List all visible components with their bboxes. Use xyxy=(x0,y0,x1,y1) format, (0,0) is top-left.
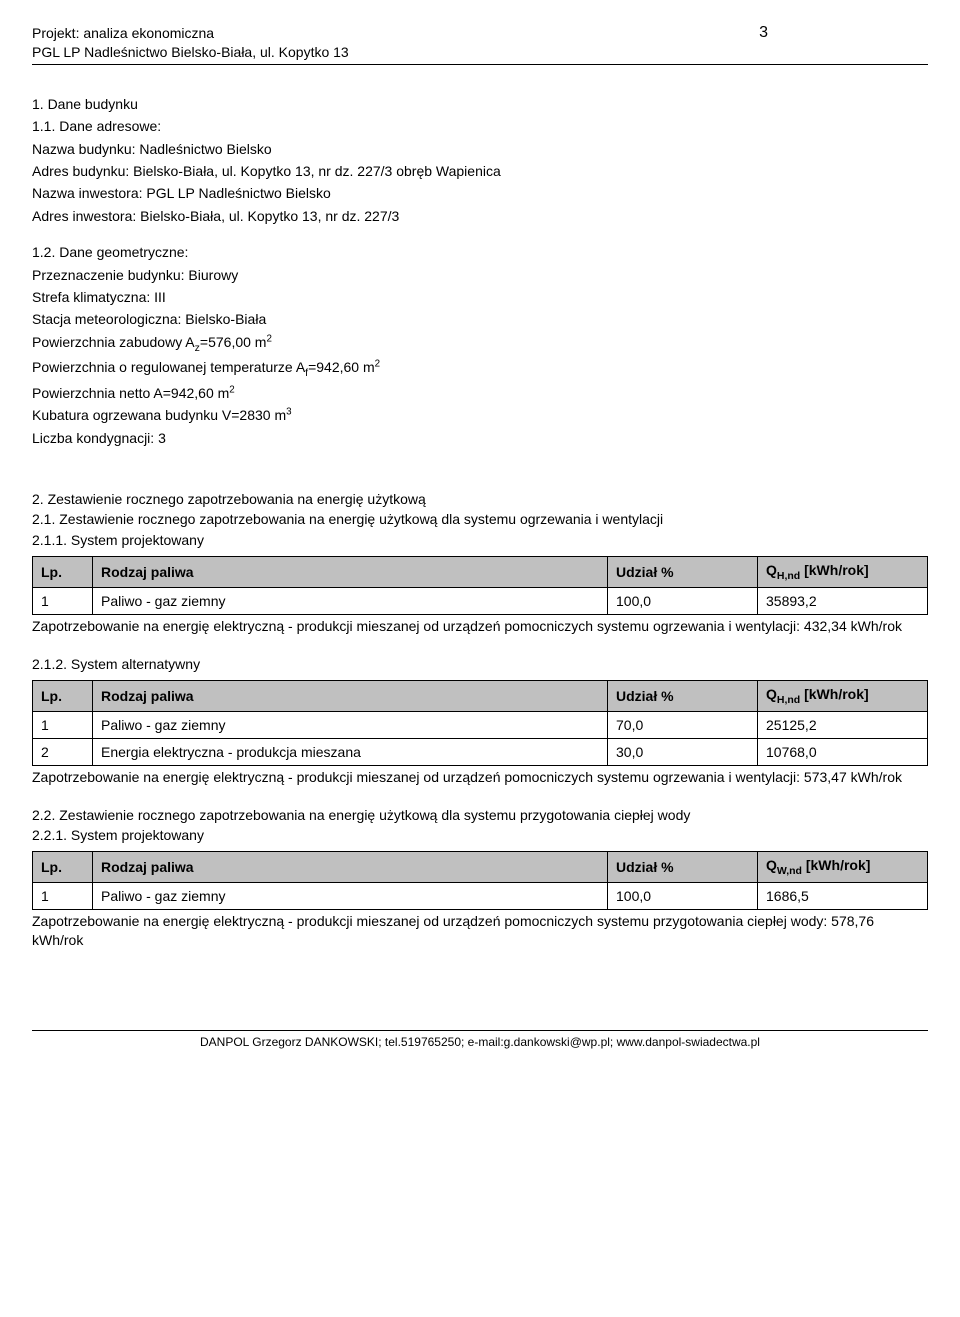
footer-text: DANPOL Grzegorz DANKOWSKI; tel.519765250… xyxy=(32,1035,928,1049)
cell-q: 25125,2 xyxy=(758,711,928,738)
cell-share: 100,0 xyxy=(608,883,758,910)
section-2: 2. Zestawienie rocznego zapotrzebowania … xyxy=(32,489,928,950)
geo6-text: Powierzchnia netto A=942,60 m xyxy=(32,385,229,401)
heading-1-2: 1.2. Dane geometryczne: xyxy=(32,241,928,263)
col-fuel: Rodzaj paliwa xyxy=(93,852,608,883)
geo-volume: Kubatura ogrzewana budynku V=2830 m3 xyxy=(32,404,928,426)
q-sub: H,nd xyxy=(777,694,800,706)
geo7-sup: 3 xyxy=(286,407,291,418)
page-footer: DANPOL Grzegorz DANKOWSKI; tel.519765250… xyxy=(32,1030,928,1049)
investor-name: Nazwa inwestora: PGL LP Nadleśnictwo Bie… xyxy=(32,182,928,204)
geo6-sup: 2 xyxy=(229,384,234,395)
col-share: Udział % xyxy=(608,680,758,711)
geo4-post: =576,00 m xyxy=(200,334,267,350)
geo4-sup: 2 xyxy=(266,333,271,344)
heading-1: 1. Dane budynku xyxy=(32,93,928,115)
cell-fuel: Paliwo - gaz ziemny xyxy=(93,587,608,614)
table-221: Lp. Rodzaj paliwa Udział % QW,nd [kWh/ro… xyxy=(32,851,928,910)
investor-address: Adres inwestora: Bielsko-Biała, ul. Kopy… xyxy=(32,205,928,227)
cell-fuel: Paliwo - gaz ziemny xyxy=(93,711,608,738)
col-lp: Lp. xyxy=(33,556,93,587)
geo-area-z: Powierzchnia zabudowy Az=576,00 m2 xyxy=(32,331,928,357)
cell-lp: 1 xyxy=(33,711,93,738)
page-header: Projekt: analiza ekonomiczna PGL LP Nadl… xyxy=(32,24,928,62)
q-unit: [kWh/rok] xyxy=(802,857,870,873)
table-211: Lp. Rodzaj paliwa Udział % QH,nd [kWh/ro… xyxy=(32,556,928,615)
geo-purpose: Przeznaczenie budynku: Biurowy xyxy=(32,264,928,286)
table-212: Lp. Rodzaj paliwa Udział % QH,nd [kWh/ro… xyxy=(32,680,928,766)
table-header-row: Lp. Rodzaj paliwa Udział % QW,nd [kWh/ro… xyxy=(33,852,928,883)
q-sub: H,nd xyxy=(777,570,800,582)
geo-climate: Strefa klimatyczna: III xyxy=(32,286,928,308)
cell-share: 70,0 xyxy=(608,711,758,738)
table-header-row: Lp. Rodzaj paliwa Udział % QH,nd [kWh/ro… xyxy=(33,680,928,711)
cell-q: 35893,2 xyxy=(758,587,928,614)
geo-floors: Liczba kondygnacji: 3 xyxy=(32,427,928,449)
qw-sub: W,nd xyxy=(777,865,802,877)
cell-lp: 2 xyxy=(33,738,93,765)
geo5-sup: 2 xyxy=(375,359,380,370)
geo5-pre: Powierzchnia o regulowanej temperaturze … xyxy=(32,359,305,375)
header-rule xyxy=(32,64,928,65)
cell-q: 10768,0 xyxy=(758,738,928,765)
q-pre: Q xyxy=(766,562,777,578)
heading-2-2-1: 2.2.1. System projektowany xyxy=(32,825,928,845)
building-name: Nazwa budynku: Nadleśnictwo Bielsko xyxy=(32,138,928,160)
heading-1-1: 1.1. Dane adresowe: xyxy=(32,115,928,137)
q-pre: Q xyxy=(766,857,777,873)
q-pre: Q xyxy=(766,686,777,702)
table-row: 1 Paliwo - gaz ziemny 100,0 1686,5 xyxy=(33,883,928,910)
section-1: 1. Dane budynku 1.1. Dane adresowe: Nazw… xyxy=(32,93,928,449)
cell-fuel: Paliwo - gaz ziemny xyxy=(93,883,608,910)
heading-2-1-2: 2.1.2. System alternatywny xyxy=(32,654,928,674)
heading-2-2: 2.2. Zestawienie rocznego zapotrzebowani… xyxy=(32,805,928,825)
cell-share: 30,0 xyxy=(608,738,758,765)
heading-2: 2. Zestawienie rocznego zapotrzebowania … xyxy=(32,489,928,509)
col-lp: Lp. xyxy=(33,680,93,711)
geo5-post: =942,60 m xyxy=(308,359,375,375)
header-line-2: PGL LP Nadleśnictwo Bielsko-Biała, ul. K… xyxy=(32,43,759,62)
note-211: Zapotrzebowanie na energię elektryczną -… xyxy=(32,617,928,636)
col-fuel: Rodzaj paliwa xyxy=(93,556,608,587)
col-share: Udział % xyxy=(608,852,758,883)
geo4-pre: Powierzchnia zabudowy A xyxy=(32,334,195,350)
geo-area-f: Powierzchnia o regulowanej temperaturze … xyxy=(32,356,928,382)
col-share: Udział % xyxy=(608,556,758,587)
heading-2-1: 2.1. Zestawienie rocznego zapotrzebowani… xyxy=(32,509,928,529)
building-address: Adres budynku: Bielsko-Biała, ul. Kopytk… xyxy=(32,160,928,182)
geo-meteo: Stacja meteorologiczna: Bielsko-Biała xyxy=(32,308,928,330)
cell-lp: 1 xyxy=(33,587,93,614)
col-q: QW,nd [kWh/rok] xyxy=(758,852,928,883)
cell-fuel: Energia elektryczna - produkcja mieszana xyxy=(93,738,608,765)
footer-rule xyxy=(32,1030,928,1031)
cell-share: 100,0 xyxy=(608,587,758,614)
col-q: QH,nd [kWh/rok] xyxy=(758,680,928,711)
cell-lp: 1 xyxy=(33,883,93,910)
page-number: 3 xyxy=(759,24,768,42)
table-row: 1 Paliwo - gaz ziemny 70,0 25125,2 xyxy=(33,711,928,738)
q-unit: [kWh/rok] xyxy=(800,562,868,578)
heading-2-1-1: 2.1.1. System projektowany xyxy=(32,530,928,550)
geo-area-net: Powierzchnia netto A=942,60 m2 xyxy=(32,382,928,404)
table-row: 1 Paliwo - gaz ziemny 100,0 35893,2 xyxy=(33,587,928,614)
geo7-text: Kubatura ogrzewana budynku V=2830 m xyxy=(32,407,286,423)
header-line-1: Projekt: analiza ekonomiczna xyxy=(32,24,759,43)
col-q: QH,nd [kWh/rok] xyxy=(758,556,928,587)
col-lp: Lp. xyxy=(33,852,93,883)
table-header-row: Lp. Rodzaj paliwa Udział % QH,nd [kWh/ro… xyxy=(33,556,928,587)
table-row: 2 Energia elektryczna - produkcja miesza… xyxy=(33,738,928,765)
note-221: Zapotrzebowanie na energię elektryczną -… xyxy=(32,912,928,950)
q-unit: [kWh/rok] xyxy=(800,686,868,702)
cell-q: 1686,5 xyxy=(758,883,928,910)
note-212: Zapotrzebowanie na energię elektryczną -… xyxy=(32,768,928,787)
col-fuel: Rodzaj paliwa xyxy=(93,680,608,711)
